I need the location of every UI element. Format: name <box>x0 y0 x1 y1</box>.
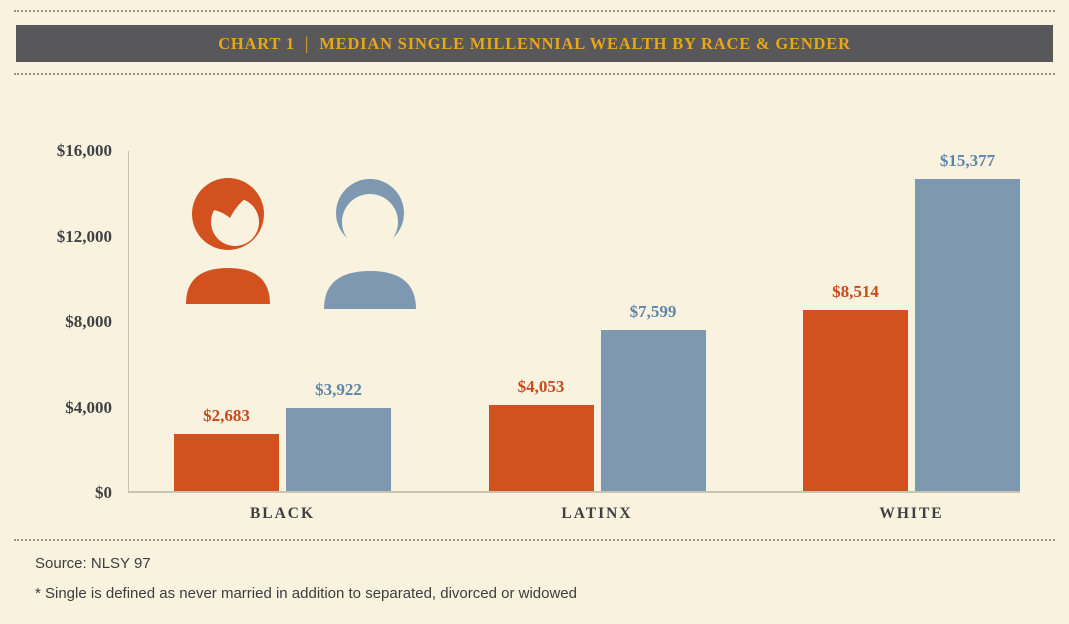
dotted-divider-below-header <box>14 73 1055 75</box>
legend <box>178 173 426 314</box>
bar-column-black-men: $3,922 <box>286 151 391 491</box>
bar-value-label-latinx-men: $7,599 <box>629 301 677 321</box>
bar-value-label-black-women: $2,683 <box>203 406 250 425</box>
dotted-divider-above-footer <box>14 539 1055 541</box>
y-axis-tick-12000: $12,000 <box>56 226 112 246</box>
bar-black-women <box>174 434 279 491</box>
plot-area: $2,683 $3,922 BLACK $4,053 $7, <box>128 151 1020 522</box>
chart: $16,000 $12,000 $8,000 $4,000 $0 $2,683 … <box>30 141 1020 522</box>
woman-icon <box>178 176 278 309</box>
bar-latinx-men <box>600 329 706 491</box>
y-axis: $16,000 $12,000 $8,000 $4,000 $0 <box>30 141 128 502</box>
bar-column-black-women: $2,683 <box>174 151 279 491</box>
bar-black-men <box>286 407 391 491</box>
source-text: Source: NLSY 97 <box>35 555 151 572</box>
bar-group-latinx: $4,053 $7,599 LATINX <box>488 151 706 522</box>
plot-row: $16,000 $12,000 $8,000 $4,000 $0 $2,683 … <box>30 141 1020 522</box>
chart-header: CHART 1 | MEDIAN SINGLE MILLENNIAL WEALT… <box>16 25 1053 62</box>
y-axis-tick-8000: $8,000 <box>65 312 112 331</box>
bar-group-black: $2,683 $3,922 BLACK <box>174 151 391 522</box>
category-label-latinx: LATINX <box>561 505 633 522</box>
chart-number: CHART 1 <box>218 33 295 53</box>
bar-white-women <box>803 310 908 491</box>
footnote-text: * Single is defined as never married in … <box>35 585 577 602</box>
footer: Source: NLSY 97 * Single is defined as n… <box>35 555 1069 602</box>
bar-latinx-women <box>488 404 594 491</box>
bar-value-label-black-men: $3,922 <box>315 379 362 399</box>
y-axis-tick-16000: $16,000 <box>56 141 112 160</box>
bar-value-label-latinx-women: $4,053 <box>517 376 565 396</box>
bar-column-white-women: $8,514 <box>803 151 908 491</box>
bar-value-label-white-women: $8,514 <box>832 282 879 302</box>
category-label-white: WHITE <box>879 505 944 522</box>
dotted-divider-top <box>14 10 1055 12</box>
header-divider: | <box>304 33 310 53</box>
bar-column-latinx-men: $7,599 <box>600 151 706 491</box>
bar-column-latinx-women: $4,053 <box>488 151 594 491</box>
man-icon <box>314 173 426 314</box>
bar-group-white: $8,514 $15,377 WHITE <box>803 151 1020 522</box>
y-axis-tick-0: $0 <box>95 483 112 502</box>
category-label-black: BLACK <box>249 505 316 522</box>
bar-value-label-white-men: $15,377 <box>939 151 996 170</box>
y-axis-tick-4000: $4,000 <box>65 397 112 417</box>
bar-column-white-men: $15,377 <box>915 151 1020 491</box>
bar-white-men <box>915 179 1020 491</box>
chart-title: MEDIAN SINGLE MILLENNIAL WEALTH BY RACE … <box>319 33 851 53</box>
